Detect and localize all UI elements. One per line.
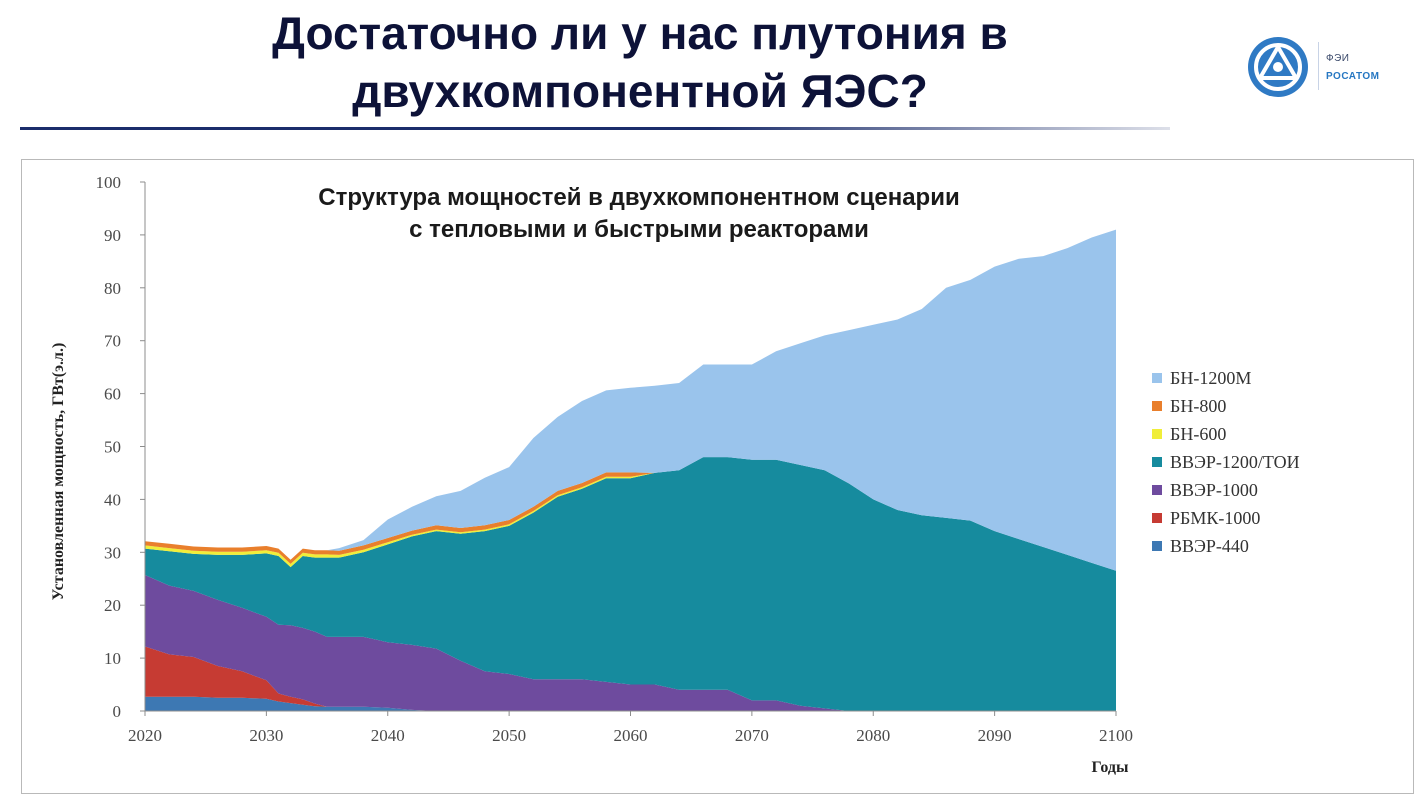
series-area-4 xyxy=(145,457,1116,571)
x-tick-label: 2090 xyxy=(978,726,1012,745)
legend-label: ВВЭР-1200/ТОИ xyxy=(1170,452,1300,472)
x-tick-label: 2070 xyxy=(735,726,769,745)
y-tick-label: 30 xyxy=(104,543,121,562)
legend-swatch xyxy=(1152,541,1162,551)
y-tick-label: 90 xyxy=(104,226,121,245)
y-tick-label: 10 xyxy=(104,649,121,668)
rosatom-atom-logo-icon xyxy=(1248,37,1308,97)
x-tick-label: 2100 xyxy=(1099,726,1133,745)
series-area-3 xyxy=(145,457,1116,711)
legend-label: ВВЭР-1000 xyxy=(1170,480,1258,500)
slide-title-line2: двухкомпонентной ЯЭС? xyxy=(352,65,928,117)
y-tick-label: 60 xyxy=(104,385,121,404)
y-tick-label: 0 xyxy=(113,702,122,721)
x-axis-title: Годы xyxy=(1092,759,1129,776)
x-tick-label: 2030 xyxy=(249,726,283,745)
x-tick-label: 2060 xyxy=(614,726,648,745)
legend-swatch xyxy=(1152,429,1162,439)
logo-separator xyxy=(1318,42,1319,90)
slide-title-line1: Достаточно ли у нас плутония в xyxy=(272,7,1008,59)
chart-title-line2: с тепловыми и быстрыми реакторами xyxy=(409,216,869,243)
legend-label: БН-600 xyxy=(1170,424,1226,444)
y-tick-label: 40 xyxy=(104,490,121,509)
series-area-6 xyxy=(145,229,1116,571)
legend-swatch xyxy=(1152,401,1162,411)
slide-title: Достаточно ли у нас плутония в двухкомпо… xyxy=(160,4,1120,120)
series-area-0 xyxy=(145,696,1116,711)
legend-label: РБМК-1000 xyxy=(1170,508,1260,528)
x-tick-label: 2080 xyxy=(856,726,890,745)
chart-frame: 0 10 20 30 40 50 60 70 80 90 100 2020 2030 2040 2050 20… xyxy=(21,159,1414,794)
legend-swatch xyxy=(1152,513,1162,523)
legend-label: БН-1200М xyxy=(1170,368,1251,388)
y-tick-label: 50 xyxy=(104,438,121,457)
title-divider xyxy=(20,127,1170,130)
x-tick-label: 2020 xyxy=(128,726,162,745)
legend-swatch xyxy=(1152,373,1162,383)
logo-text-rosatom: РОСАТОМ xyxy=(1326,71,1380,82)
x-tick-label: 2040 xyxy=(371,726,405,745)
series-area-2 xyxy=(145,575,1116,711)
x-tick-label: 2050 xyxy=(492,726,526,745)
chart-title-line1: Структура мощностей в двухкомпонентном с… xyxy=(318,184,959,211)
y-axis-title: Установленная мощность, ГВт(э.л.) xyxy=(50,343,67,601)
y-tick-label: 80 xyxy=(104,279,121,298)
legend-label: БН-800 xyxy=(1170,396,1226,416)
y-tick-label: 100 xyxy=(96,173,122,192)
logo-text-fei: ФЭИ xyxy=(1326,53,1350,64)
legend-label: ВВЭР-440 xyxy=(1170,536,1249,556)
y-tick-label: 70 xyxy=(104,332,121,351)
legend-swatch xyxy=(1152,485,1162,495)
legend-swatch xyxy=(1152,457,1162,467)
y-tick-label: 20 xyxy=(104,596,121,615)
